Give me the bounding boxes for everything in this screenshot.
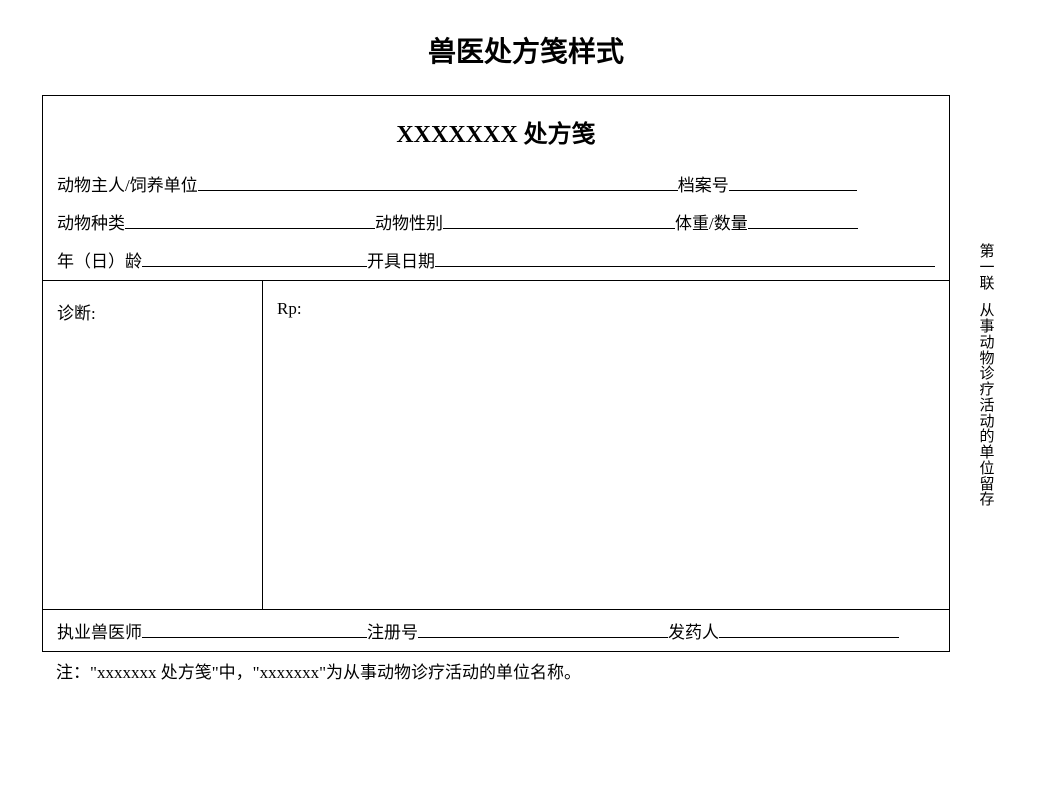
form-box: XXXXXXX 处方笺 动物主人/饲养单位 档案号 动物种类 动物性别 体重/数…: [42, 95, 950, 652]
diagnosis-label: 诊断:: [57, 304, 96, 323]
age-label: 年（日）龄: [57, 247, 142, 272]
footnote-mid1: 处方笺"中，": [156, 663, 259, 682]
vet-underline: [142, 618, 367, 638]
side-note-part2: 从事动物诊疗活动的单位留存: [978, 304, 996, 509]
owner-underline: [198, 171, 678, 191]
form-header: XXXXXXX 处方笺: [43, 96, 949, 171]
file-no-underline: [729, 171, 857, 191]
dispenser-label: 发药人: [668, 618, 719, 643]
footnote-x1: xxxxxxx: [97, 663, 157, 682]
rp-label: Rp:: [277, 299, 302, 318]
page-title: 兽医处方笺样式: [0, 30, 1052, 70]
bottom-row: 执业兽医师 注册号 发药人: [43, 610, 949, 651]
field-row-2: 动物种类 动物性别 体重/数量: [43, 209, 949, 234]
date-label: 开具日期: [367, 247, 435, 272]
dispenser-underline: [719, 618, 899, 638]
form-title-prefix: XXXXXXX: [396, 122, 517, 148]
form-container: XXXXXXX 处方笺 动物主人/饲养单位 档案号 动物种类 动物性别 体重/数…: [42, 95, 950, 652]
gender-underline: [443, 209, 675, 229]
form-title-suffix: 处方笺: [518, 122, 596, 148]
species-underline: [125, 209, 375, 229]
date-underline: [435, 247, 935, 267]
footnote-x2: xxxxxxx: [260, 663, 320, 682]
side-note: 第一联 从事动物诊疗活动的单位留存: [978, 245, 996, 509]
reg-underline: [418, 618, 668, 638]
reg-label: 注册号: [367, 618, 418, 643]
footnote-suffix: "为从事动物诊疗活动的单位名称。: [319, 663, 581, 682]
side-note-part1: 第一联: [978, 245, 996, 292]
diagnosis-column: 诊断:: [43, 281, 263, 609]
vet-label: 执业兽医师: [57, 618, 142, 643]
owner-label: 动物主人/饲养单位: [57, 171, 198, 196]
weight-underline: [748, 209, 858, 229]
footnote: 注："xxxxxxx 处方笺"中，"xxxxxxx"为从事动物诊疗活动的单位名称…: [42, 652, 1052, 683]
footnote-prefix: 注：": [56, 663, 97, 682]
age-underline: [142, 247, 367, 267]
field-row-1: 动物主人/饲养单位 档案号: [43, 171, 949, 196]
file-no-label: 档案号: [678, 171, 729, 196]
gender-label: 动物性别: [375, 209, 443, 234]
species-label: 动物种类: [57, 209, 125, 234]
middle-section: 诊断: Rp:: [43, 280, 949, 610]
weight-label: 体重/数量: [675, 209, 748, 234]
field-row-3: 年（日）龄 开具日期: [43, 247, 949, 272]
rp-column: Rp:: [263, 281, 949, 609]
